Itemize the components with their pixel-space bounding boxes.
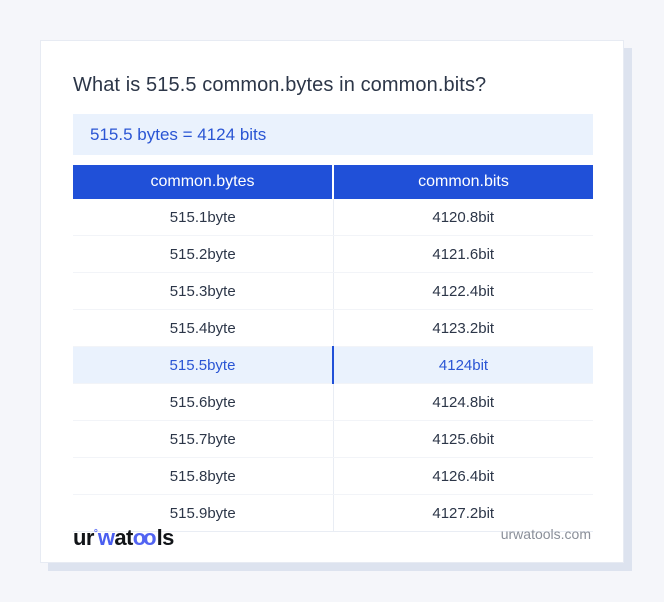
table-row[interactable]: 515.2byte 4121.6bit	[73, 235, 593, 273]
cell-bytes: 515.7byte	[73, 420, 334, 458]
logo-text-at: at	[114, 525, 133, 550]
table-row[interactable]: 515.8byte 4126.4bit	[73, 457, 593, 495]
table-row[interactable]: 515.1byte 4120.8bit	[73, 199, 593, 236]
cell-bytes: 515.2byte	[73, 235, 334, 273]
table-head: common.bytes common.bits	[73, 165, 593, 199]
logo-text-ls: ls	[156, 525, 175, 550]
cell-bits: 4124bit	[333, 346, 593, 384]
cell-bytes: 515.6byte	[73, 383, 334, 421]
result-banner-text: 515.5 bytes = 4124 bits	[90, 124, 267, 144]
card-footer: ur°watoo ls urwatools.com	[73, 520, 591, 550]
result-banner: 515.5 bytes = 4124 bits	[73, 114, 593, 155]
cell-bytes: 515.3byte	[73, 272, 334, 310]
table-row[interactable]: 515.5byte 4124bit	[73, 346, 593, 384]
column-header-bits[interactable]: common.bits	[333, 165, 593, 199]
logo-text-ur: ur	[73, 525, 94, 550]
site-domain-label: urwatools.com	[500, 526, 591, 542]
cell-bits: 4124.8bit	[333, 383, 593, 421]
logo-glasses-icon: oo	[132, 525, 157, 550]
table-row[interactable]: 515.3byte 4122.4bit	[73, 272, 593, 310]
cell-bytes: 515.1byte	[73, 199, 334, 236]
cell-bytes: 515.9byte	[73, 494, 334, 532]
column-header-bytes[interactable]: common.bytes	[73, 165, 334, 199]
logo-text-w: w	[97, 525, 115, 550]
cell-bits: 4120.8bit	[333, 199, 593, 236]
cell-bytes: 515.5byte	[73, 346, 334, 384]
table-header-row: common.bytes common.bits	[73, 165, 593, 199]
table-body: 515.1byte 4120.8bit 515.2byte 4121.6bit 515.…	[73, 199, 593, 532]
logo-degree-icon: °	[93, 528, 98, 539]
brand-logo[interactable]: ur°watoo ls	[73, 520, 174, 552]
cell-bits: 4125.6bit	[333, 420, 593, 458]
cell-bytes: 515.8byte	[73, 457, 334, 495]
conversion-result-card: What is 515.5 common.bytes in common.bit…	[40, 40, 624, 563]
cell-bits: 4122.4bit	[333, 272, 593, 310]
cell-bytes: 515.4byte	[73, 309, 334, 347]
table-row[interactable]: 515.4byte 4123.2bit	[73, 309, 593, 347]
table-row[interactable]: 515.9byte 4127.2bit	[73, 494, 593, 532]
conversion-table: common.bytes common.bits 515.1byte 4120.8…	[73, 165, 593, 532]
table-row[interactable]: 515.7byte 4125.6bit	[73, 420, 593, 458]
cell-bits: 4127.2bit	[333, 494, 593, 532]
cell-bits: 4123.2bit	[333, 309, 593, 347]
cell-bits: 4121.6bit	[333, 235, 593, 273]
page-title: What is 515.5 common.bytes in common.bit…	[73, 74, 487, 96]
cell-bits: 4126.4bit	[333, 457, 593, 495]
table-row[interactable]: 515.6byte 4124.8bit	[73, 383, 593, 421]
